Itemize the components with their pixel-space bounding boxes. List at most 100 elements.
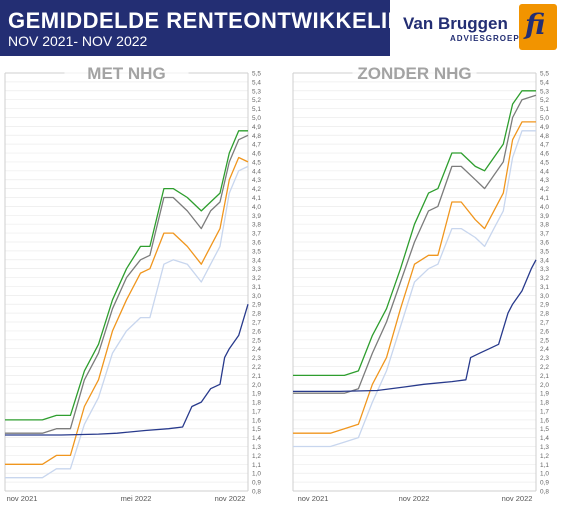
series-line-green xyxy=(293,90,536,377)
series-line-orange xyxy=(293,121,536,434)
series-line-gray xyxy=(5,134,249,434)
y-tick-label: 5,4 xyxy=(252,79,261,86)
y-tick-label: 1,3 xyxy=(252,444,261,451)
y-tick-label: 4,1 xyxy=(252,195,261,202)
y-tick-label: 0,9 xyxy=(540,480,549,487)
y-tick-label: 2,3 xyxy=(540,355,549,362)
y-tick-label: 3,8 xyxy=(252,222,261,229)
y-tick-label: 5,0 xyxy=(252,115,261,122)
y-tick-label: 3,6 xyxy=(252,239,261,246)
y-tick-label: 1,5 xyxy=(252,426,261,433)
x-tick-label: nov 2022 xyxy=(215,494,246,503)
y-tick-label: 2,0 xyxy=(540,382,549,389)
y-tick-label: 1,2 xyxy=(540,453,549,460)
y-tick-label: 4,4 xyxy=(540,168,549,175)
y-tick-label: 3,9 xyxy=(252,213,261,220)
y-tick-label: 4,8 xyxy=(252,133,261,140)
y-tick-label: 2,5 xyxy=(540,337,549,344)
y-tick-label: 3,6 xyxy=(540,239,549,246)
y-tick-label: 2,8 xyxy=(540,311,549,318)
x-tick-label: nov 2022 xyxy=(502,494,533,503)
series-line-gray xyxy=(293,94,537,394)
y-tick-label: 3,1 xyxy=(252,284,261,291)
y-tick-label: 4,8 xyxy=(540,133,549,140)
panel-title: ZONDER NHG xyxy=(357,64,471,83)
x-tick-label: mei 2022 xyxy=(121,494,152,503)
y-tick-label: 1,3 xyxy=(540,444,549,451)
logo-name: Van Bruggen xyxy=(403,14,508,33)
y-tick-label: 2,4 xyxy=(540,346,549,353)
logo-mark-text: fi xyxy=(525,8,546,41)
x-tick-label: nov 2021 xyxy=(298,494,329,503)
y-tick-label: 3,8 xyxy=(540,222,549,229)
y-tick-label: 5,3 xyxy=(540,88,549,95)
y-tick-label: 1,8 xyxy=(540,400,549,407)
y-tick-label: 1,0 xyxy=(252,471,261,478)
y-tick-label: 2,9 xyxy=(252,302,261,309)
y-tick-label: 5,2 xyxy=(252,97,261,104)
y-tick-label: 1,0 xyxy=(540,471,549,478)
page-title: GEMIDDELDE RENTEONTWIKKELING xyxy=(8,8,422,33)
y-tick-label: 5,1 xyxy=(540,106,549,113)
y-tick-label: 3,4 xyxy=(540,257,549,264)
y-tick-label: 5,2 xyxy=(540,97,549,104)
y-tick-label: 4,3 xyxy=(540,177,549,184)
y-tick-label: 4,0 xyxy=(252,204,261,211)
y-tick-label: 3,5 xyxy=(540,248,549,255)
y-tick-label: 3,9 xyxy=(540,213,549,220)
y-tick-label: 5,3 xyxy=(252,88,261,95)
y-tick-label: 1,1 xyxy=(252,462,261,469)
y-tick-label: 4,9 xyxy=(252,124,261,131)
y-tick-label: 2,9 xyxy=(540,302,549,309)
series-line-orange xyxy=(5,156,249,465)
y-tick-label: 4,3 xyxy=(252,177,261,184)
x-tick-label: nov 2022 xyxy=(399,494,430,503)
y-tick-label: 1,9 xyxy=(252,391,261,398)
y-tick-label: 0,8 xyxy=(540,489,549,496)
y-tick-label: 1,6 xyxy=(540,417,549,424)
y-tick-label: 3,2 xyxy=(252,275,261,282)
y-tick-label: 5,1 xyxy=(252,106,261,113)
y-tick-label: 2,1 xyxy=(252,373,261,380)
y-tick-label: 3,3 xyxy=(252,266,261,273)
y-tick-label: 1,7 xyxy=(252,408,261,415)
y-tick-label: 3,1 xyxy=(540,284,549,291)
y-tick-label: 1,6 xyxy=(252,417,261,424)
y-tick-label: 4,2 xyxy=(252,186,261,193)
y-tick-label: 2,0 xyxy=(252,382,261,389)
y-tick-label: 2,7 xyxy=(252,320,261,327)
y-tick-label: 2,6 xyxy=(540,328,549,335)
y-tick-label: 3,7 xyxy=(540,231,549,238)
series-line-lightblue xyxy=(5,165,249,479)
y-tick-label: 5,0 xyxy=(540,115,549,122)
y-tick-label: 1,8 xyxy=(252,400,261,407)
y-tick-label: 4,6 xyxy=(252,151,261,158)
y-tick-label: 2,4 xyxy=(252,346,261,353)
y-tick-label: 4,5 xyxy=(252,159,261,166)
y-tick-label: 2,8 xyxy=(252,311,261,318)
y-tick-label: 4,1 xyxy=(540,195,549,202)
y-tick-label: 2,2 xyxy=(252,364,261,371)
y-tick-label: 2,6 xyxy=(252,328,261,335)
y-tick-label: 2,1 xyxy=(540,373,549,380)
y-tick-label: 3,2 xyxy=(540,275,549,282)
y-tick-label: 2,5 xyxy=(252,337,261,344)
y-tick-label: 1,4 xyxy=(252,435,261,442)
y-tick-label: 3,7 xyxy=(252,231,261,238)
y-tick-label: 2,7 xyxy=(540,320,549,327)
logo-tagline: ADVIESGROEP xyxy=(450,34,520,43)
series-line-green xyxy=(5,130,248,421)
y-tick-label: 0,8 xyxy=(252,489,261,496)
y-tick-label: 4,0 xyxy=(540,204,549,211)
y-tick-label: 1,2 xyxy=(252,453,261,460)
y-tick-label: 0,9 xyxy=(252,480,261,487)
series-line-navy xyxy=(293,259,537,393)
y-tick-label: 1,4 xyxy=(540,435,549,442)
y-tick-label: 4,5 xyxy=(540,159,549,166)
y-tick-label: 1,5 xyxy=(540,426,549,433)
series-line-lightblue xyxy=(293,130,536,448)
y-tick-label: 5,5 xyxy=(252,71,261,78)
y-tick-label: 3,0 xyxy=(540,293,549,300)
y-tick-label: 4,7 xyxy=(540,142,549,149)
